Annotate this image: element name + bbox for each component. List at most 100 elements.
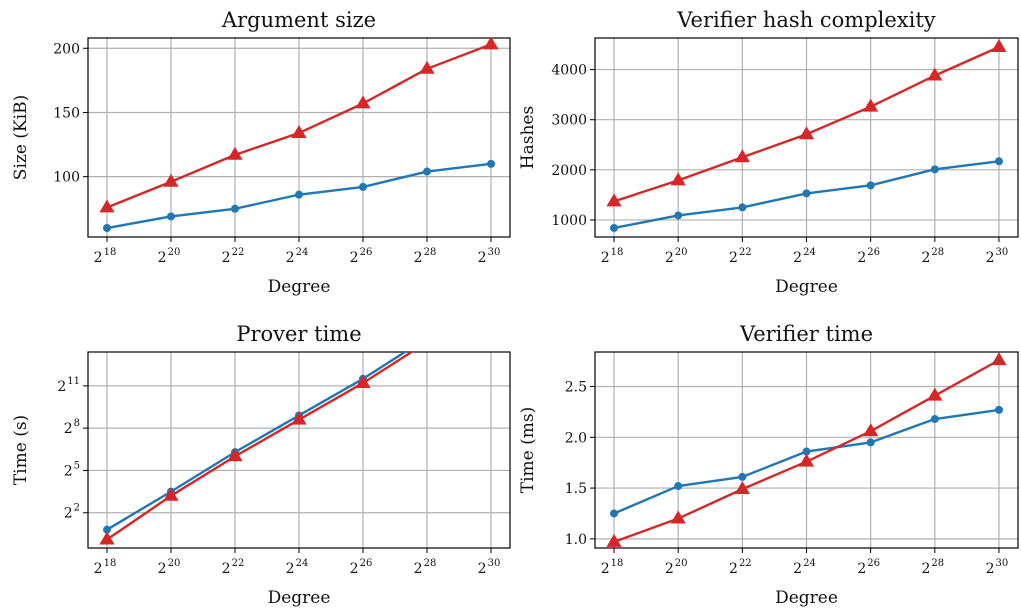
data-point bbox=[295, 190, 303, 199]
x-tick-label: 218 bbox=[601, 247, 624, 266]
chart-title: Verifier time bbox=[739, 322, 873, 346]
x-tick-label: 224 bbox=[286, 247, 309, 266]
data-point bbox=[487, 159, 496, 168]
data-point bbox=[291, 125, 307, 138]
data-point bbox=[99, 531, 115, 545]
data-point bbox=[230, 204, 239, 213]
x-tick-label: 218 bbox=[601, 558, 624, 577]
x-tick-label: 228 bbox=[921, 558, 944, 577]
data-point bbox=[483, 295, 498, 308]
x-tick-label: 220 bbox=[158, 558, 181, 577]
data-point bbox=[291, 411, 307, 425]
data-point bbox=[102, 224, 111, 233]
data-point bbox=[863, 423, 879, 437]
x-tick-label: 228 bbox=[921, 247, 944, 266]
data-point bbox=[674, 482, 683, 491]
data-point bbox=[483, 38, 499, 50]
data-point bbox=[991, 352, 1007, 366]
data-point bbox=[670, 510, 686, 524]
data-point bbox=[994, 157, 1003, 166]
chart-title: Prover time bbox=[236, 322, 361, 346]
data-point bbox=[163, 487, 179, 501]
data-point bbox=[930, 415, 939, 424]
series-1 bbox=[610, 157, 1003, 232]
y-tick-label: 2.5 bbox=[565, 380, 587, 396]
data-point bbox=[227, 448, 243, 462]
x-tick-label: 228 bbox=[414, 558, 437, 577]
data-point bbox=[227, 146, 243, 160]
y-tick-label: 22 bbox=[64, 503, 80, 522]
data-point bbox=[163, 173, 179, 187]
x-tick-label: 226 bbox=[350, 558, 373, 577]
x-tick-label: 220 bbox=[158, 247, 181, 266]
x-tick-label: 220 bbox=[665, 247, 688, 266]
data-point bbox=[798, 126, 815, 140]
y-tick-label: 1.5 bbox=[565, 481, 587, 497]
series-1 bbox=[610, 405, 1003, 518]
y-tick-label: 200 bbox=[53, 41, 80, 57]
chart-title: Argument size bbox=[221, 8, 376, 32]
y-axis-label: Time (s) bbox=[11, 415, 31, 485]
data-point bbox=[738, 203, 747, 212]
data-point bbox=[994, 405, 1003, 414]
data-point bbox=[355, 375, 371, 388]
data-point bbox=[863, 98, 879, 112]
plot-frame bbox=[87, 37, 511, 238]
data-point bbox=[610, 509, 619, 518]
data-point bbox=[423, 167, 432, 176]
data-point bbox=[359, 182, 368, 191]
chart-panel-3: 218 220 222 224 226 228 230 22 25 28 211 Prover tim… bbox=[11, 293, 511, 608]
series-1 bbox=[102, 159, 496, 233]
x-tick-label: 230 bbox=[478, 558, 501, 577]
x-tick-label: 218 bbox=[94, 558, 117, 577]
data-point bbox=[166, 212, 175, 221]
data-point bbox=[734, 149, 750, 163]
y-tick-label: 100 bbox=[53, 170, 80, 186]
x-axis-label: Degree bbox=[775, 277, 838, 297]
x-axis-label: Degree bbox=[775, 588, 838, 608]
data-point bbox=[802, 189, 811, 198]
series-2 bbox=[99, 38, 499, 213]
data-point bbox=[423, 334, 431, 342]
x-tick-label: 222 bbox=[222, 247, 245, 266]
x-tick-label: 230 bbox=[986, 247, 1009, 266]
data-point bbox=[866, 181, 875, 190]
x-axis-label: Degree bbox=[268, 588, 331, 608]
y-tick-label: 3000 bbox=[551, 113, 587, 129]
data-point bbox=[419, 334, 434, 347]
data-point bbox=[487, 293, 495, 301]
x-tick-label: 222 bbox=[222, 558, 245, 577]
x-axis-label: Degree bbox=[268, 277, 331, 297]
x-tick-label: 220 bbox=[665, 558, 688, 577]
data-point bbox=[610, 223, 619, 232]
x-tick-label: 226 bbox=[857, 558, 880, 577]
data-point bbox=[738, 472, 747, 481]
y-axis-label: Hashes bbox=[518, 106, 538, 169]
x-tick-label: 228 bbox=[414, 247, 437, 266]
data-point bbox=[991, 39, 1007, 52]
y-tick-label: 4000 bbox=[551, 63, 587, 79]
y-tick-label: 25 bbox=[64, 460, 80, 479]
y-tick-label: 28 bbox=[64, 418, 80, 437]
data-point bbox=[606, 533, 622, 547]
x-tick-label: 226 bbox=[857, 247, 880, 266]
chart-title: Verifier hash complexity bbox=[676, 8, 935, 32]
data-point bbox=[734, 481, 750, 495]
data-point bbox=[674, 211, 683, 220]
data-point bbox=[798, 453, 815, 467]
x-tick-label: 230 bbox=[478, 247, 501, 266]
data-point bbox=[670, 172, 686, 186]
data-point bbox=[102, 525, 111, 534]
x-tick-label: 224 bbox=[793, 247, 816, 266]
data-point bbox=[802, 447, 811, 456]
x-tick-label: 230 bbox=[986, 558, 1009, 577]
y-tick-label: 1.0 bbox=[565, 532, 587, 548]
y-tick-label: 2.0 bbox=[565, 430, 587, 446]
plot-frame bbox=[594, 37, 1019, 238]
y-axis-label: Time (ms) bbox=[518, 407, 538, 493]
plot-frame bbox=[87, 351, 511, 549]
data-point bbox=[419, 60, 435, 74]
chart-panel-1: 218 220 222 224 226 228 230 100 150 200 Argument s… bbox=[11, 8, 511, 297]
data-point bbox=[355, 95, 371, 109]
